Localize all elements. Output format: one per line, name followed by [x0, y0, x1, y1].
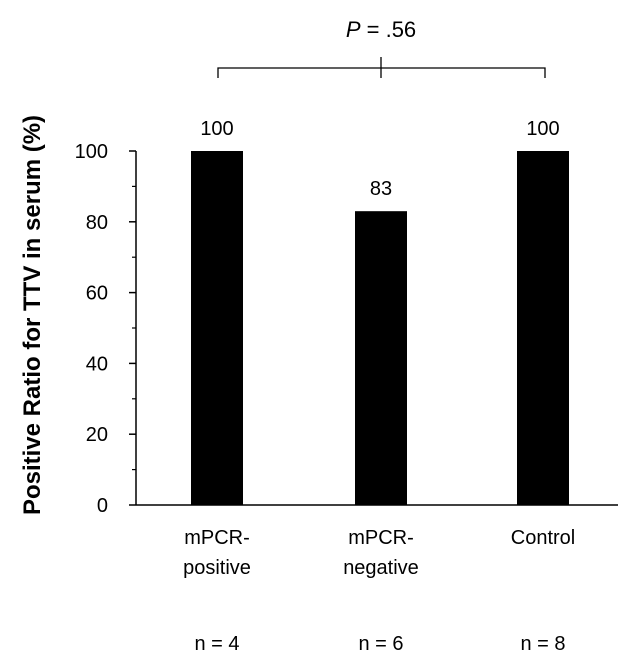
category-labels: mPCR-positive mPCR-negative Control	[183, 527, 575, 579]
p-value: = .56	[361, 17, 417, 42]
group-size-labels: n = 4 n = 6 n = 8	[194, 633, 565, 655]
group-size-label: n = 4	[194, 633, 239, 655]
bar	[355, 211, 407, 505]
category-label: Control	[511, 527, 575, 549]
bar-value-label: 100	[200, 118, 233, 140]
category-label: negative	[343, 557, 419, 579]
p-italic: P	[346, 17, 361, 42]
y-ticks: 0 20 40 60 80 100	[75, 141, 136, 517]
y-tick-label: 20	[86, 424, 108, 446]
y-axis-label: Positive Ratio for TTV in serum (%)	[19, 115, 46, 515]
bar	[517, 151, 569, 505]
y-tick-label: 80	[86, 212, 108, 234]
bar	[191, 151, 243, 505]
group-size-label: n = 6	[358, 633, 403, 655]
bar-value-label: 100	[526, 118, 559, 140]
significance-bracket: P = .56	[217, 17, 546, 78]
bar-value-label: 83	[370, 178, 392, 200]
y-tick-label: 40	[86, 353, 108, 375]
bracket-line	[217, 57, 546, 78]
y-tick-label: 0	[97, 495, 108, 517]
bars	[191, 151, 569, 505]
p-value-annotation: P = .56	[346, 17, 416, 42]
data-labels: 100 83 100	[200, 118, 559, 200]
group-size-label: n = 8	[520, 633, 565, 655]
category-label: mPCR-	[348, 527, 414, 549]
category-label: positive	[183, 557, 251, 579]
y-tick-label: 100	[75, 141, 108, 163]
y-tick-label: 60	[86, 283, 108, 305]
category-label: mPCR-	[184, 527, 250, 549]
